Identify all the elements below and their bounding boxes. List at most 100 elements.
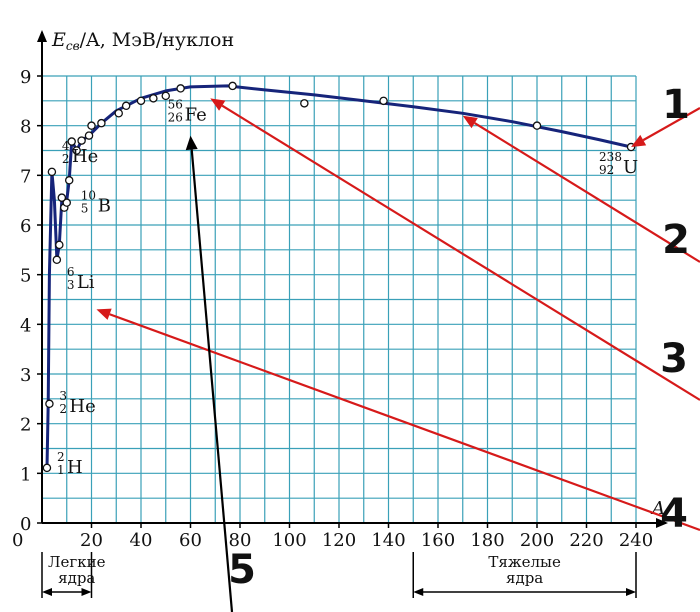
x-tick-label: 80 (229, 530, 252, 551)
data-point (121, 101, 131, 111)
y-tick-label: 9 (20, 67, 31, 88)
nuclide-mass: 4 (62, 139, 70, 153)
y-axis-arrowhead (37, 30, 47, 42)
marker-number: 1 (662, 82, 690, 128)
nuclide-label-he-3: 32 He (59, 389, 95, 417)
x-tick-label: 100 (272, 530, 306, 551)
marker-arrow-line (474, 122, 700, 263)
nuclide-charge: 2 (59, 402, 67, 416)
marker-1: 1 (631, 82, 700, 148)
region-label-line2: ядра (58, 569, 95, 587)
y-axis-label: Eсв/A, МэВ/нуклон (51, 29, 234, 53)
x-tick-label: 240 (619, 530, 653, 551)
data-point (300, 99, 309, 108)
data-point (42, 463, 52, 473)
marker-3: 3 (210, 98, 700, 401)
marker-number: 5 (228, 547, 256, 593)
nuclide-symbol: Li (77, 272, 95, 293)
marker-arrow-line (109, 313, 700, 532)
nuclide-mass: 6 (67, 265, 75, 279)
region-arrowhead-left (42, 588, 52, 596)
data-point (87, 121, 96, 130)
x-tick-label: 60 (179, 530, 202, 551)
marker-arrowhead (96, 308, 112, 320)
nuclide-label-li-6: 63 Li (67, 265, 95, 293)
nuclide-label-he-4: 42 He (62, 139, 98, 167)
data-point (84, 131, 94, 140)
nuclide-charge: 2 (62, 152, 70, 166)
y-tick-label: 3 (20, 365, 31, 386)
y-tick-label: 4 (20, 315, 31, 336)
nuclide-symbol: H (67, 457, 83, 478)
marker-arrowhead (210, 98, 226, 111)
region-label-line1: Легкие (48, 553, 106, 571)
x-tick-label: 0 (12, 530, 23, 551)
marker-arrowhead (185, 135, 198, 151)
marker-arrow-line (642, 107, 700, 142)
x-tick-label: 20 (80, 530, 103, 551)
data-point (161, 91, 170, 101)
nuclide-mass: 56 (168, 97, 183, 111)
data-point (55, 240, 64, 250)
marker-arrow-line (221, 104, 700, 401)
nuclide-symbol: U (623, 157, 638, 178)
x-axis-arrowhead (656, 518, 668, 528)
marker-2: 2 (462, 115, 700, 263)
data-point (62, 198, 72, 207)
data-point (47, 167, 57, 177)
data-point (64, 176, 74, 185)
y-tick-label: 0 (20, 514, 31, 535)
marker-4: 4 (96, 308, 700, 537)
marker-arrowhead (462, 115, 478, 129)
region-arrowhead-right (81, 588, 92, 596)
y-tick-label: 6 (20, 216, 31, 237)
region-label-line1: Тяжелые (488, 553, 561, 571)
marker-number: 2 (662, 217, 690, 263)
x-tick-label: 180 (470, 530, 504, 551)
region-arrowhead-left (413, 588, 424, 596)
points-layer (42, 81, 636, 473)
data-point (176, 84, 185, 93)
nuclide-charge: 92 (599, 163, 614, 177)
data-point (77, 136, 86, 145)
marker-number: 3 (660, 336, 688, 382)
data-point (136, 96, 146, 106)
nuclide-symbol: Fe (185, 104, 207, 125)
data-point (57, 193, 67, 202)
data-point (67, 137, 76, 146)
nuclide-charge: 1 (57, 463, 65, 477)
x-tick-label: 220 (569, 530, 603, 551)
data-point (45, 399, 54, 409)
nuclide-charge: 5 (81, 202, 89, 216)
markers-layer: 1 2 3 4 5 (96, 82, 700, 612)
x-tick-label: 40 (130, 530, 153, 551)
x-tick-label: 200 (520, 530, 554, 551)
nuclide-mass: 3 (59, 389, 67, 403)
y-tick-label: 5 (20, 266, 31, 287)
nuclide-mass: 238 (599, 150, 622, 164)
nuclide-charge: 26 (168, 110, 183, 124)
marker-arrowhead (631, 134, 647, 148)
data-point (149, 94, 158, 103)
nuclide-label-h-2: 21 H (57, 450, 83, 478)
nuclide-symbol: He (69, 396, 95, 417)
data-point (52, 255, 62, 265)
y-tick-label: 7 (20, 166, 31, 187)
data-point (114, 109, 123, 118)
marker-number: 4 (660, 491, 688, 537)
nuclide-mass: 2 (57, 450, 65, 464)
marker-5: 5 (185, 135, 256, 612)
nuclide-symbol: He (72, 146, 98, 167)
data-point (72, 146, 81, 155)
y-tick-label: 2 (20, 415, 31, 436)
region-label-line2: ядра (506, 569, 543, 587)
y-tick-label: 8 (20, 117, 31, 138)
data-point (97, 118, 106, 128)
